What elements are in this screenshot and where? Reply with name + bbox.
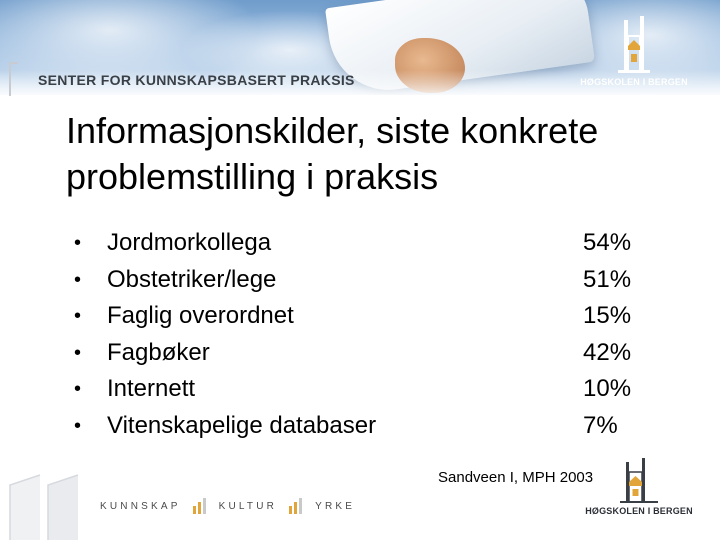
- item-label: Obstetriker/lege: [107, 265, 277, 293]
- footer-word-yrke: YRKE: [315, 500, 356, 512]
- institution-name-bottom: HØGSKOLEN I BERGEN: [585, 506, 693, 516]
- footer-word-kunnskap: KUNNSKAP: [100, 500, 181, 512]
- bullet-icon: •: [74, 378, 82, 400]
- slide-title: Informasjonskilder, siste konkrete probl…: [66, 108, 686, 200]
- institution-name-top: HØGSKOLEN I BERGEN: [580, 77, 688, 87]
- bar-accent-icon: [192, 498, 206, 514]
- list-item: • Vitenskapelige databaser: [74, 408, 454, 445]
- item-percent: 7%: [583, 411, 618, 439]
- header-banner: [0, 0, 720, 95]
- list-item: • Jordmorkollega: [74, 225, 454, 262]
- item-percent: 51%: [583, 265, 632, 293]
- list-item: • Internett: [74, 371, 454, 408]
- bar-accent-icon: [289, 498, 303, 514]
- item-label: Vitenskapelige databaser: [107, 411, 377, 439]
- item-label: Jordmorkollega: [107, 229, 272, 256]
- title-line-1: Informasjonskilder, siste konkrete: [66, 110, 599, 151]
- list-item: • Faglig overordnet: [74, 298, 454, 335]
- corner-bracket: [9, 62, 18, 96]
- bullet-icon: •: [74, 414, 82, 437]
- list-item: • Fagbøker: [74, 335, 454, 372]
- item-percent: 15%: [583, 302, 632, 329]
- item-label: Fagbøker: [107, 338, 210, 366]
- percent-list: 54% 51% 15% 42% 10% 7%: [583, 225, 663, 444]
- numeral-decoration: [9, 474, 79, 540]
- bullet-icon: •: [74, 305, 82, 327]
- hib-building-icon: [618, 16, 650, 73]
- item-percent: 10%: [583, 375, 632, 402]
- bullet-icon: •: [74, 341, 82, 364]
- source-list: • Jordmorkollega • Obstetriker/lege • Fagli…: [74, 225, 454, 444]
- item-label: Internett: [107, 375, 196, 402]
- item-label: Faglig overordnet: [107, 302, 294, 329]
- source-citation: Sandveen I, MPH 2003: [438, 469, 594, 486]
- footer-tagline: KUNNSKAP KULTUR YRKE: [100, 496, 355, 516]
- hib-logo-top: HØGSKOLEN I BERGEN: [578, 14, 690, 92]
- list-item: • Obstetriker/lege: [74, 262, 454, 299]
- hib-logo-bottom: HØGSKOLEN I BERGEN: [584, 458, 694, 520]
- item-percent: 42%: [583, 338, 632, 366]
- item-percent: 54%: [583, 229, 632, 256]
- bullet-icon: •: [74, 268, 82, 291]
- hib-building-icon: [620, 458, 658, 503]
- center-name: SENTER FOR KUNNSKAPSBASERT PRAKSIS: [38, 72, 355, 88]
- title-line-2: problemstilling i praksis: [66, 156, 439, 197]
- bullet-icon: •: [74, 232, 82, 254]
- footer-word-kultur: KULTUR: [218, 500, 278, 512]
